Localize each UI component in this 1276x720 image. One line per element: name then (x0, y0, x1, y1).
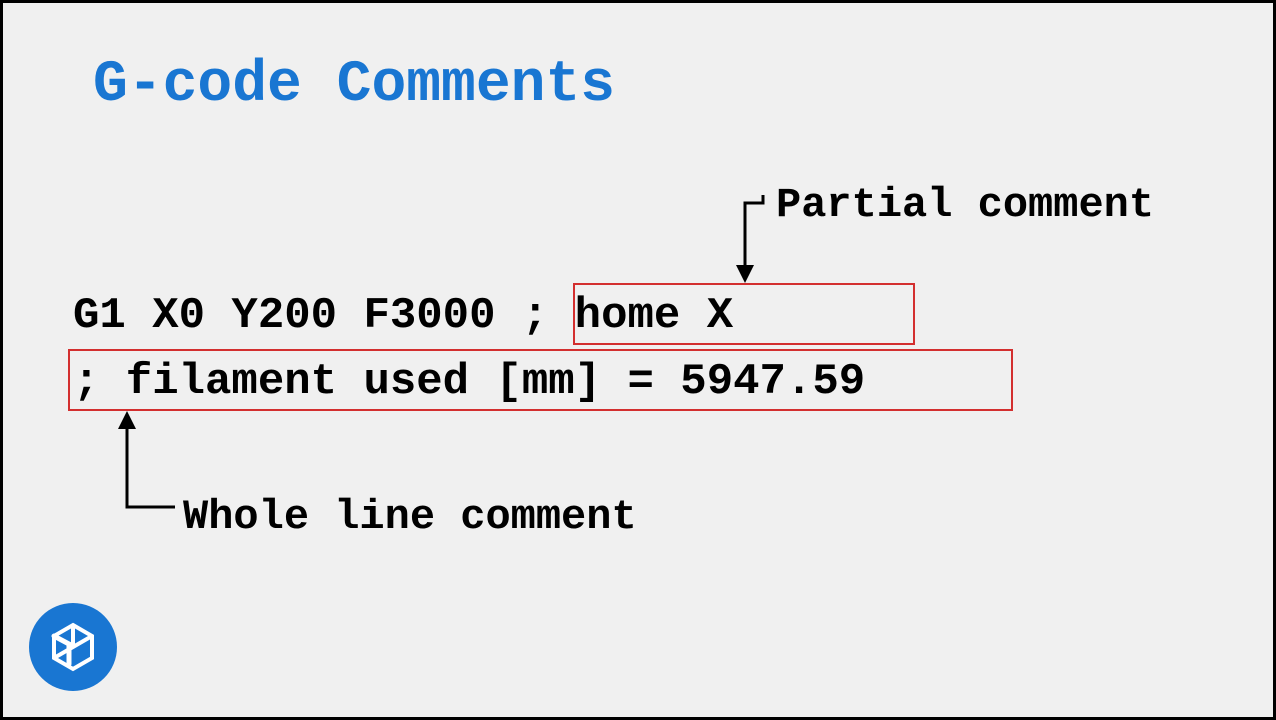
highlight-box-partial (573, 283, 915, 345)
arrow-down-icon (733, 195, 775, 285)
highlight-box-whole (68, 349, 1013, 411)
cube-icon (45, 619, 101, 675)
page-title: G-code Comments (93, 53, 615, 118)
label-whole-comment: Whole line comment (183, 493, 637, 541)
arrow-up-icon (109, 411, 175, 519)
brand-logo (29, 603, 117, 691)
logo-circle-icon (29, 603, 117, 691)
label-partial-comment: Partial comment (776, 181, 1154, 229)
